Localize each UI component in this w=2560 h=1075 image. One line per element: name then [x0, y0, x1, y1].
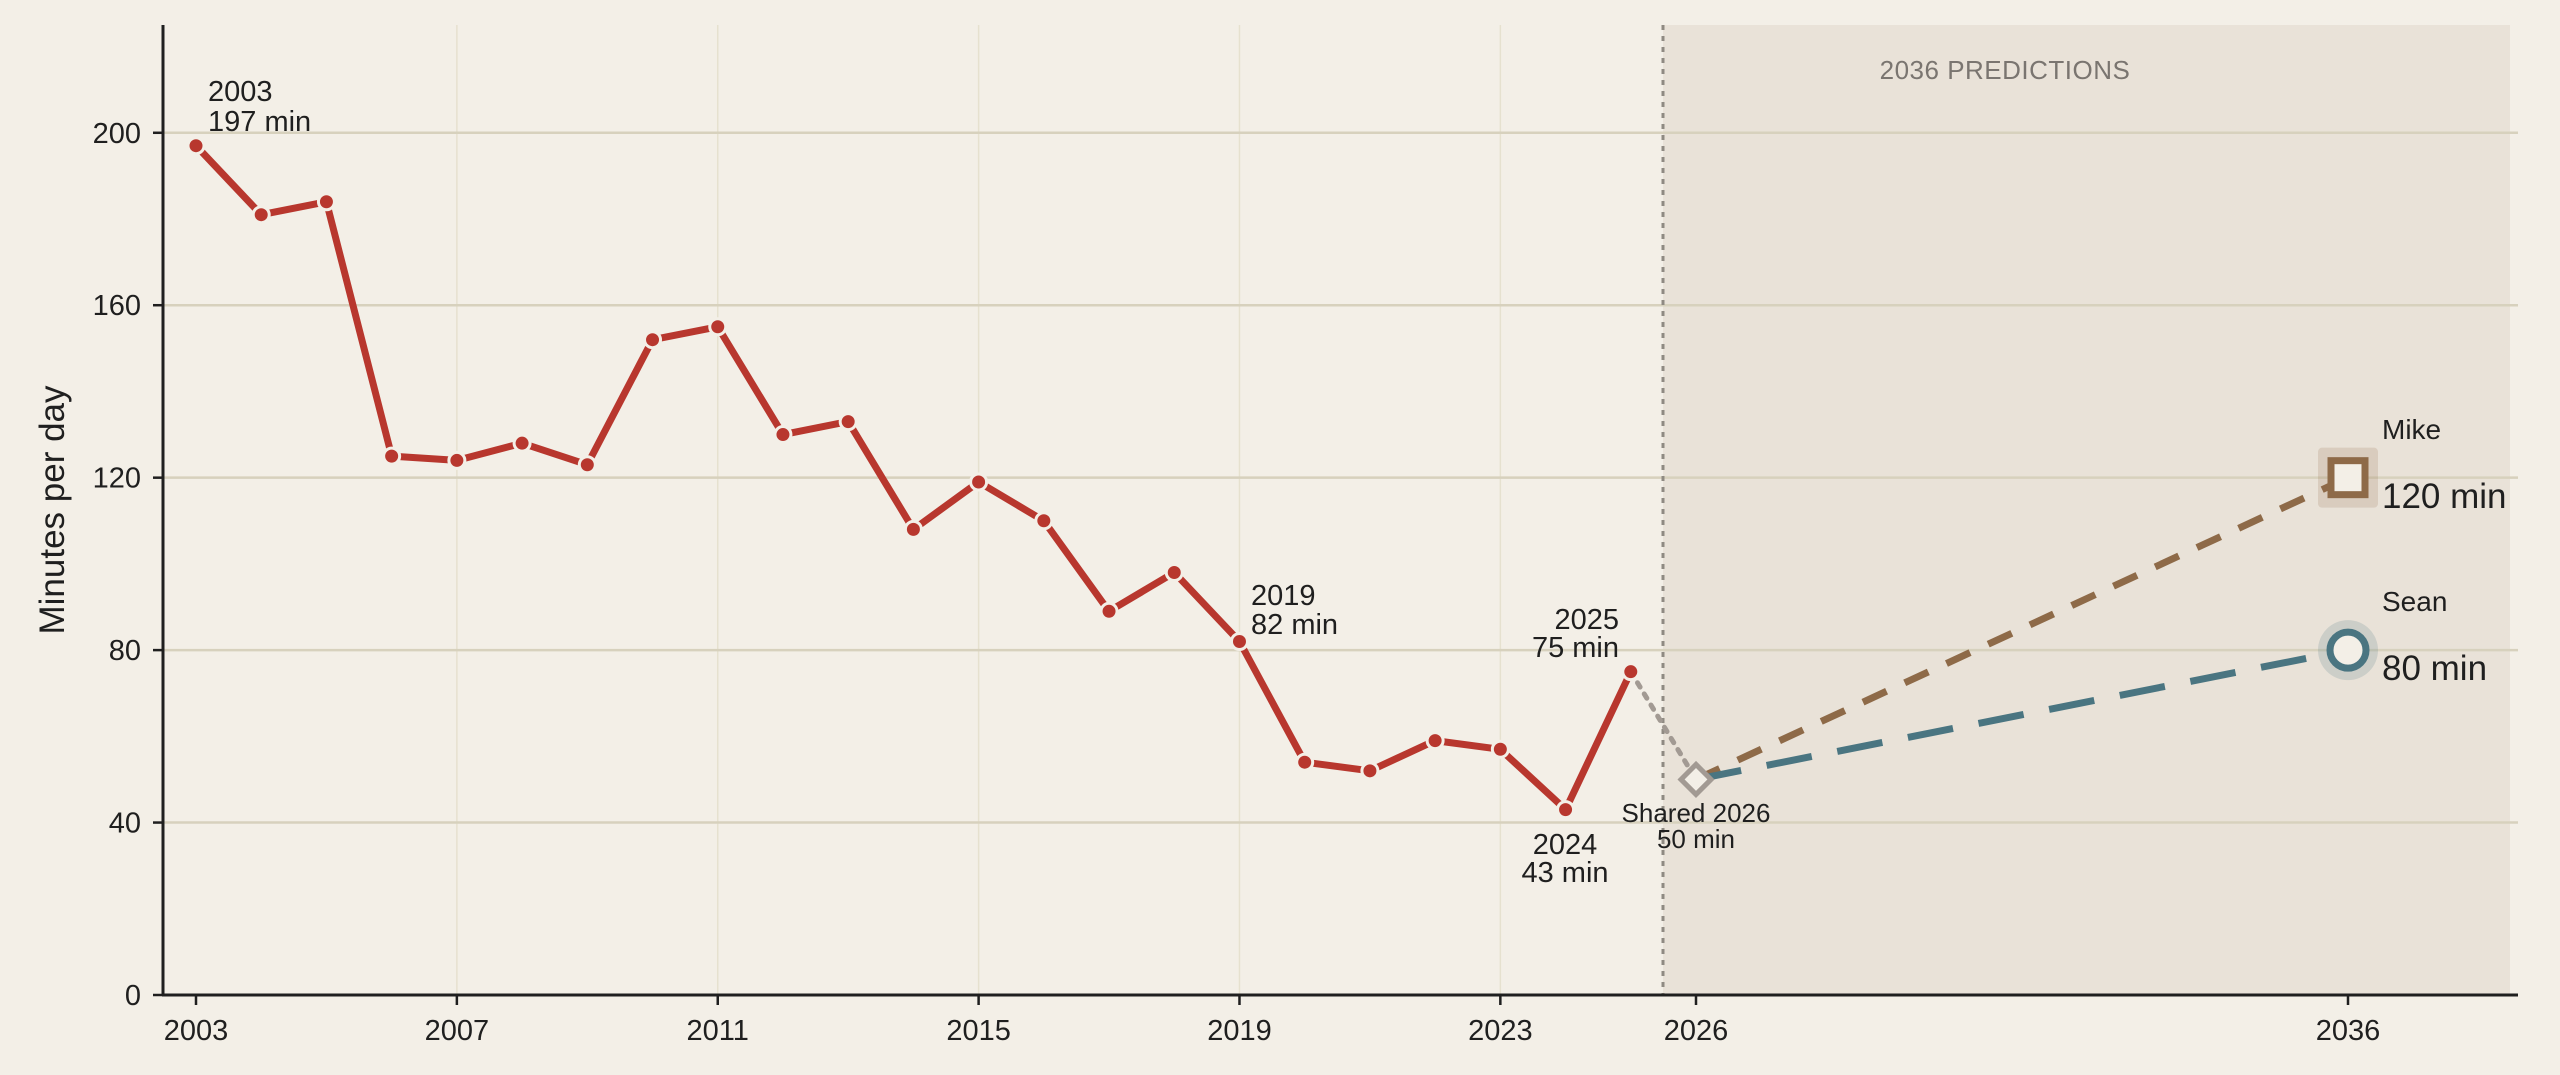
- y-tick-label: 200: [93, 118, 141, 150]
- annotation-year: 2019: [1251, 580, 1316, 612]
- y-tick-label: 160: [93, 290, 141, 322]
- history-point: [512, 433, 532, 453]
- mike-name-label: Mike: [2382, 414, 2441, 445]
- history-point: [1621, 662, 1641, 682]
- history-point: [1099, 601, 1119, 621]
- sean-prediction-point: [2326, 628, 2370, 672]
- bridge-line: [1628, 669, 1699, 782]
- mike-prediction-line: [1694, 474, 2350, 783]
- y-tick-label: 0: [125, 980, 141, 1012]
- history-point: [577, 455, 597, 475]
- annotation-value: 43 min: [1521, 857, 1608, 889]
- x-tick-label: 2015: [946, 1015, 1011, 1047]
- prediction-region-label: 2036 PREDICTIONS: [1880, 55, 2131, 85]
- annotation-value: 75 min: [1532, 632, 1619, 664]
- y-tick-label: 80: [109, 635, 141, 667]
- y-tick-label: 40: [109, 808, 141, 840]
- x-tick-label: 2003: [164, 1015, 229, 1047]
- sean-value-label: 80 min: [2382, 649, 2487, 688]
- history-point: [838, 412, 858, 432]
- history-point: [1425, 731, 1445, 751]
- y-axis-label: Minutes per day: [33, 385, 72, 635]
- history-point: [1556, 800, 1576, 820]
- axes-group: 0 40 80 120 160 200 2003 2007 2011 2015 2019 2023 20…: [33, 25, 2518, 1047]
- sean-name-label: Sean: [2382, 586, 2447, 617]
- annotation-value: 82 min: [1251, 609, 1338, 641]
- x-tick-label: 2019: [1207, 1015, 1272, 1047]
- x-tick-label: 2011: [687, 1015, 749, 1047]
- annotation-year: 2024: [1533, 829, 1598, 861]
- history-point: [1295, 752, 1315, 772]
- y-tick-label: 120: [93, 463, 141, 495]
- history-point: [1490, 739, 1510, 759]
- history-point: [186, 136, 206, 156]
- history-point: [447, 450, 467, 470]
- annotation-value: 197 min: [208, 106, 311, 138]
- shared-point-label: Shared 2026: [1622, 798, 1771, 828]
- prediction-region: [1663, 25, 2510, 995]
- gridlines-group: [163, 25, 2518, 995]
- sean-prediction-line: [1695, 646, 2349, 783]
- series-points-group: [186, 136, 2378, 820]
- history-point: [773, 425, 793, 445]
- annotation-year: 2025: [1554, 604, 1619, 636]
- history-point: [316, 192, 336, 212]
- history-point: [903, 519, 923, 539]
- annotation-year: 2003: [208, 76, 273, 108]
- x-tick-label: 2007: [425, 1015, 490, 1047]
- history-point: [1034, 511, 1054, 531]
- history-point: [643, 330, 663, 350]
- history-point: [708, 317, 728, 337]
- history-point: [1229, 631, 1249, 651]
- x-tick-label: 2026: [1664, 1015, 1729, 1047]
- mike-value-label: 120 min: [2382, 477, 2507, 516]
- shared-point-value: 50 min: [1657, 824, 1735, 854]
- history-point: [1164, 563, 1184, 583]
- x-tick-label: 2023: [1468, 1015, 1533, 1047]
- mike-prediction-point: [2327, 457, 2369, 499]
- x-tick-label: 2036: [2316, 1015, 2381, 1047]
- shared-2026-point: [1677, 760, 1715, 798]
- history-point: [1360, 761, 1380, 781]
- history-point: [251, 205, 271, 225]
- history-point: [969, 472, 989, 492]
- history-point: [382, 446, 402, 466]
- prediction-region-group: [1663, 25, 2510, 995]
